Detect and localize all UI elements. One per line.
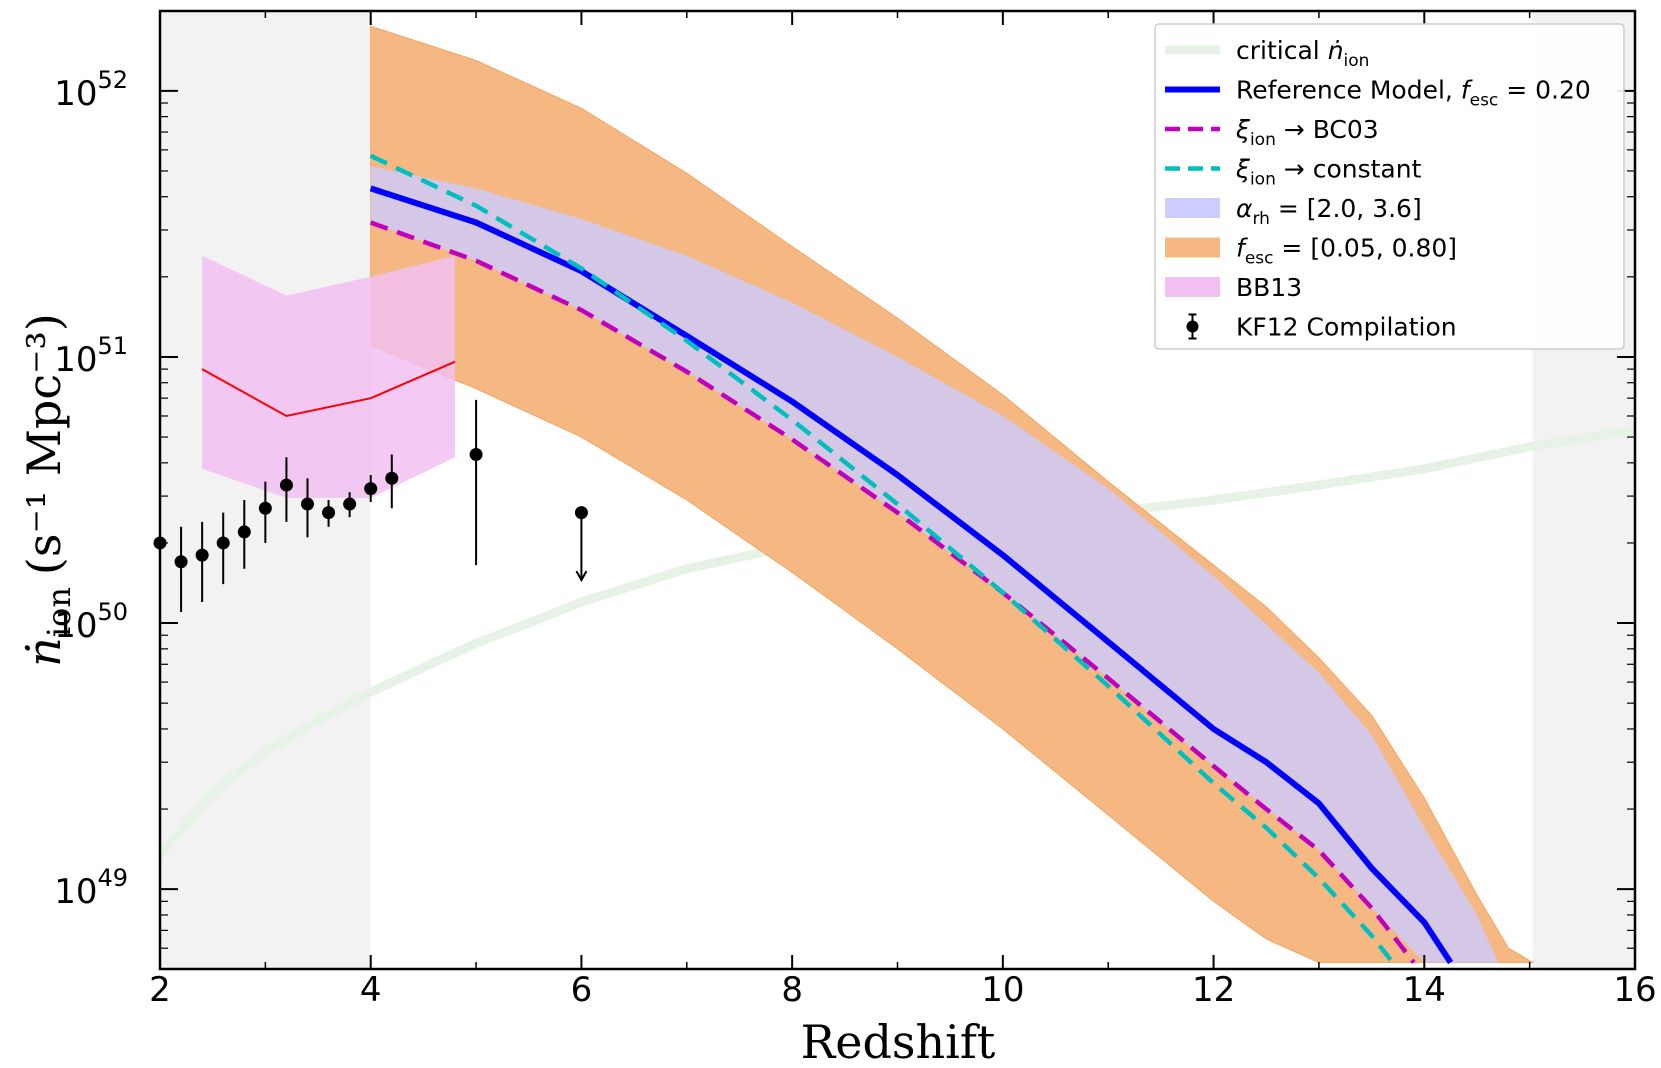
kf12-marker <box>322 506 336 520</box>
legend-handle-fesc_band <box>1165 237 1220 258</box>
series-alpha-band <box>370 166 1499 963</box>
kf12-marker <box>216 536 230 550</box>
x-tick-label: 8 <box>781 970 803 1010</box>
kf12-point <box>279 457 293 522</box>
kf12-marker <box>364 482 378 496</box>
kf12-marker <box>237 525 251 539</box>
kf12-point <box>216 512 230 585</box>
legend-label-constant: ξion → constant <box>1235 155 1422 190</box>
legend-label-alpha_band: αrh = [2.0, 3.6] <box>1236 194 1422 229</box>
y-tick-label: 1052 <box>54 66 128 114</box>
legend-handle-alpha_band <box>1165 198 1220 218</box>
series-constant-line <box>369 153 1395 964</box>
kf12-marker <box>574 506 588 520</box>
plot-frame <box>158 9 1637 971</box>
kf12-point <box>469 399 483 566</box>
legend-label-bc03: ξion → BC03 <box>1235 115 1379 150</box>
x-tick-label: 16 <box>1613 970 1656 1010</box>
x-tick-label: 4 <box>360 970 382 1010</box>
kf12-marker <box>153 536 167 550</box>
kf12-upper-limit-arrow <box>575 570 588 583</box>
series-critical-line <box>160 425 1635 859</box>
y-tick-label: 1050 <box>54 598 128 646</box>
series-kf12-points <box>153 399 588 613</box>
kf12-marker <box>279 478 293 492</box>
kf12-marker <box>343 497 357 511</box>
kf12-point <box>258 481 272 543</box>
y-axis-title: ṅion (s⁻¹ Mpc⁻³) <box>17 313 78 667</box>
legend-label-critical: critical ṅion <box>1236 36 1369 71</box>
legend-label-bb13_band: BB13 <box>1236 273 1302 302</box>
series-bb13-line <box>201 360 456 418</box>
kf12-point <box>153 512 167 577</box>
y-tick-label: 1051 <box>54 332 128 380</box>
kf12-point <box>322 500 336 527</box>
kf12-point <box>385 454 399 509</box>
y-axis: 1049 1050 1051 1052 <box>54 66 1635 949</box>
kf12-point <box>343 492 357 518</box>
y-tick-label: 1049 <box>54 864 128 912</box>
y-axis-title-sub: ion <box>40 587 78 637</box>
kf12-point <box>174 526 188 613</box>
kf12-marker <box>385 471 399 485</box>
legend-handle-kf12 <box>1186 313 1199 340</box>
y-axis-title-symbol: ṅ <box>17 637 71 667</box>
kf12-marker <box>258 501 272 515</box>
x-tick-label: 14 <box>1403 970 1446 1010</box>
x-axis-title: Redshift <box>801 1015 996 1068</box>
legend-handle-bb13_band <box>1165 277 1220 297</box>
kf12-marker <box>174 555 188 569</box>
y-axis-title-units: (s⁻¹ Mpc⁻³) <box>17 313 71 575</box>
kf12-point <box>574 506 588 583</box>
x-tick-label: 10 <box>981 970 1024 1010</box>
x-axis: 2 4 6 8 10 12 14 16 <box>149 11 1657 1010</box>
kf12-marker <box>301 497 314 511</box>
x-tick-label: 12 <box>1192 970 1235 1010</box>
kf12-marker <box>195 548 209 562</box>
kf12-point <box>237 500 251 569</box>
kf12-point <box>195 521 209 602</box>
x-tick-label: 2 <box>149 970 171 1010</box>
kf12-point <box>364 475 378 503</box>
series-bb13-band <box>202 255 455 498</box>
x-tick-label: 6 <box>571 970 593 1010</box>
kf12-point <box>301 478 314 538</box>
legend-box <box>1154 23 1625 350</box>
kf12-marker <box>469 447 483 461</box>
legend-label-kf12: KF12 Compilation <box>1236 313 1457 342</box>
